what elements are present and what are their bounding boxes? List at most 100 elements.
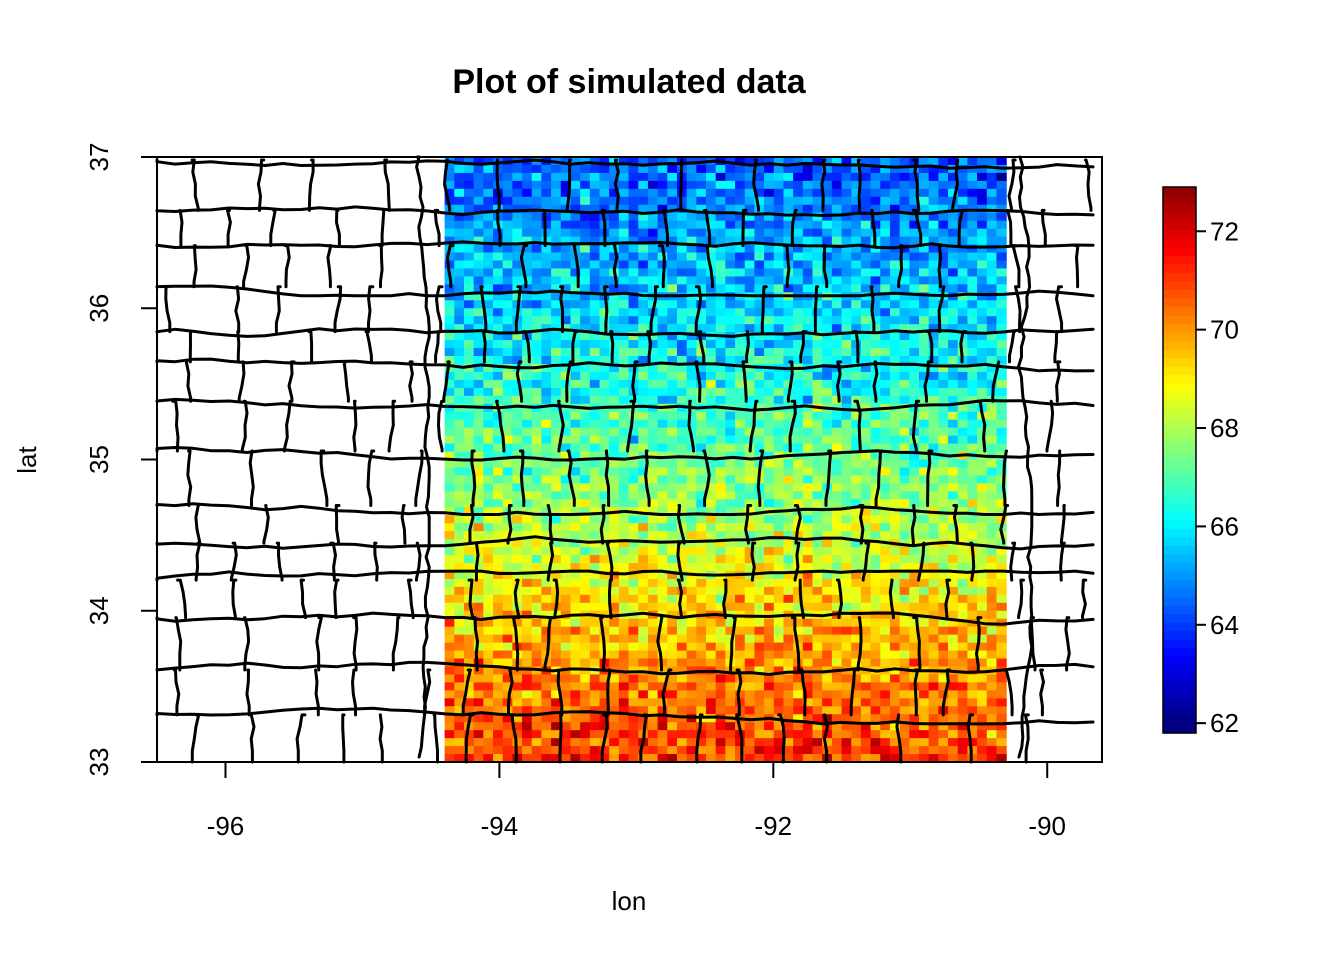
heatmap-cell — [541, 722, 552, 731]
heatmap-cell — [647, 157, 659, 166]
heatmap-cell — [793, 387, 804, 397]
heatmap-cell — [483, 164, 494, 174]
heatmap-cell — [773, 220, 785, 230]
heatmap-cell — [851, 268, 862, 278]
heatmap-cell — [793, 395, 804, 405]
heatmap-cell — [676, 379, 688, 389]
heatmap-cell — [996, 467, 1007, 477]
heatmap-cell — [764, 690, 775, 699]
heatmap-cell — [570, 371, 581, 381]
heatmap-cell — [609, 188, 620, 198]
heatmap-cell — [802, 268, 814, 278]
heatmap-cell — [463, 435, 475, 445]
heatmap-cell — [686, 698, 697, 707]
heatmap-cell — [735, 491, 746, 500]
heatmap-cell — [473, 268, 484, 278]
heatmap-cell — [706, 340, 717, 349]
heatmap-cell — [812, 196, 823, 206]
heatmap-cell — [783, 284, 794, 293]
heatmap-cell — [676, 387, 688, 397]
heatmap-cell — [522, 594, 533, 604]
heatmap-cell — [744, 499, 756, 508]
heatmap-cell — [851, 507, 862, 516]
heatmap-cell — [928, 690, 939, 699]
heatmap-cell — [657, 324, 668, 333]
heatmap-cell — [454, 268, 465, 278]
heatmap-cell — [996, 356, 1007, 365]
heatmap-cell — [512, 467, 523, 477]
heatmap-cell — [986, 324, 998, 333]
heatmap-cell — [957, 443, 968, 453]
heatmap-cell — [483, 754, 494, 763]
heatmap-cell — [744, 276, 756, 285]
heatmap-cell — [541, 276, 552, 285]
heatmap-cell — [676, 340, 688, 349]
heatmap-cell — [754, 539, 765, 548]
heatmap-cell — [889, 531, 901, 540]
heatmap-cell — [860, 300, 872, 309]
heatmap-cell — [609, 387, 620, 397]
heatmap-cell — [957, 642, 968, 652]
heatmap-cell — [473, 618, 484, 628]
heatmap-cell — [628, 308, 639, 317]
heatmap-cell — [841, 324, 852, 333]
heatmap-cell — [831, 674, 843, 683]
heatmap-cell — [783, 642, 794, 652]
colorbar-swatch — [1163, 698, 1196, 709]
heatmap-cell — [802, 308, 814, 317]
heatmap-cell — [463, 658, 475, 668]
heatmap-cell — [493, 754, 504, 763]
heatmap-cell — [638, 387, 649, 397]
heatmap-cell — [986, 602, 998, 612]
heatmap-cell — [657, 483, 668, 492]
heatmap-cell — [676, 539, 688, 548]
heatmap-cell — [541, 435, 552, 445]
heatmap-cell — [676, 483, 688, 492]
heatmap-cell — [706, 475, 717, 484]
heatmap-cell — [647, 363, 659, 373]
colorbar-swatch — [1163, 442, 1196, 453]
heatmap-cell — [831, 284, 843, 293]
heatmap-cell — [706, 586, 717, 596]
heatmap-cell — [463, 730, 475, 739]
heatmap-cell — [580, 212, 591, 222]
heatmap-cell — [870, 746, 881, 755]
heatmap-cell — [880, 475, 891, 484]
heatmap-cell — [977, 228, 988, 238]
heatmap-cell — [744, 690, 756, 699]
heatmap-cell — [764, 324, 775, 333]
heatmap-cell — [570, 300, 581, 309]
heatmap-cell — [735, 475, 746, 484]
heatmap-cell — [822, 236, 833, 246]
heatmap-cell — [676, 491, 688, 500]
heatmap-cell — [560, 746, 572, 755]
heatmap-cell — [754, 523, 765, 532]
heatmap-cell — [541, 491, 552, 500]
heatmap-cell — [773, 459, 785, 469]
heatmap-cell — [773, 722, 785, 731]
heatmap-cell — [531, 674, 543, 683]
heatmap-cell — [938, 682, 949, 691]
heatmap-cell — [977, 515, 988, 524]
heatmap-cell — [463, 332, 475, 341]
heatmap-cell — [822, 594, 833, 604]
heatmap-cell — [851, 228, 862, 238]
heatmap-cell — [512, 268, 523, 278]
heatmap-cell — [531, 212, 543, 222]
heatmap-cell — [483, 499, 494, 508]
heatmap-cell — [957, 316, 968, 325]
heatmap-cell — [502, 682, 513, 691]
heatmap-cell — [851, 157, 862, 166]
heatmap-cell — [686, 356, 697, 365]
heatmap-cell — [948, 395, 959, 405]
heatmap-cell — [638, 539, 649, 548]
heatmap-cell — [599, 555, 610, 564]
heatmap-cell — [938, 531, 949, 540]
heatmap-cell — [657, 180, 668, 190]
heatmap-cell — [599, 188, 610, 198]
heatmap-cell — [957, 427, 968, 437]
heatmap-cell — [502, 491, 513, 500]
heatmap-cell — [725, 236, 736, 246]
heatmap-cell — [628, 427, 639, 437]
heatmap-cell — [618, 363, 630, 373]
